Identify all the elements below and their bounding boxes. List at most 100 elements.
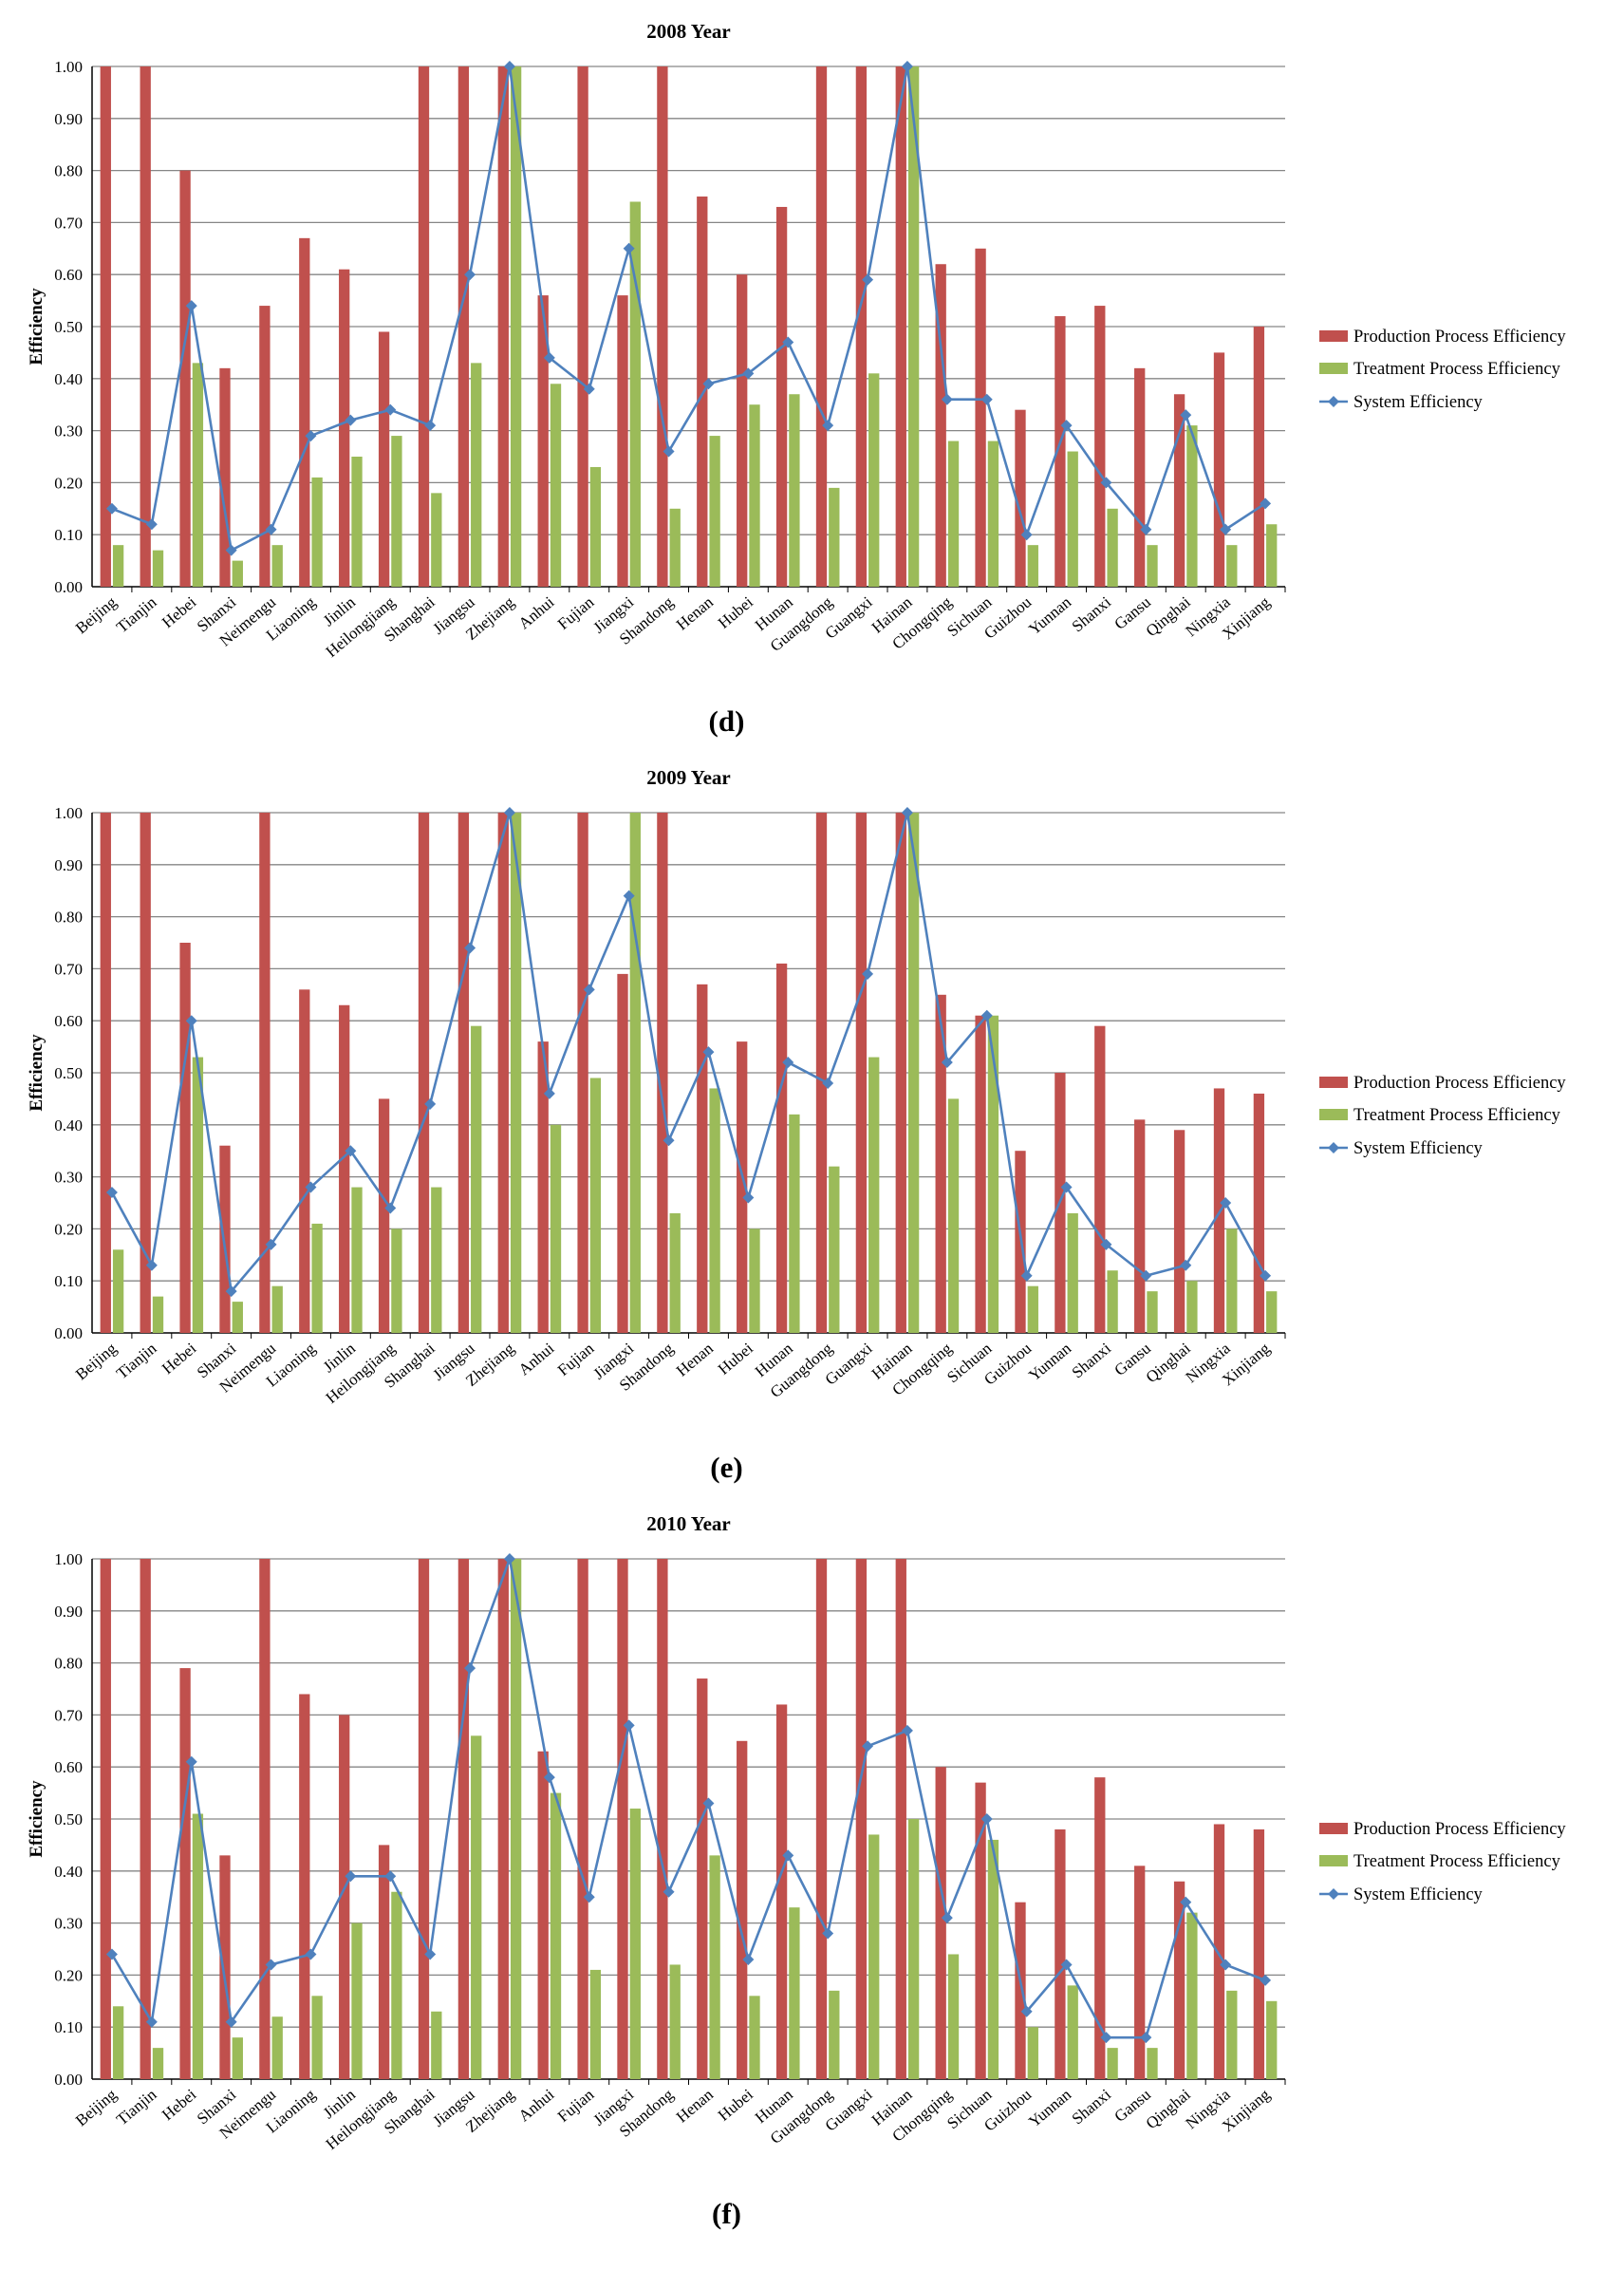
- bar-treatment-anhui: [550, 1792, 562, 2079]
- y-tick-label: 0.60: [54, 1758, 83, 1776]
- bar-production-anhui: [537, 1751, 549, 2079]
- bar-production-tianjin: [140, 1559, 151, 2079]
- bar-production-hebei: [179, 170, 191, 587]
- legend-swatch-production: [1319, 1077, 1348, 1088]
- bar-treatment-henan: [709, 436, 720, 587]
- bar-production-jiangsu: [457, 813, 470, 1333]
- x-tick-label: Shanxi: [1069, 1339, 1115, 1381]
- bar-production-hebei: [179, 1668, 191, 2079]
- bar-treatment-liaoning: [311, 477, 323, 587]
- y-axis-label: Efficiency: [27, 288, 47, 366]
- y-axis-label: Efficiency: [27, 1780, 47, 1858]
- system-point-hebei: [185, 1015, 197, 1027]
- bar-treatment-guangxi: [868, 373, 880, 587]
- system-point-guangdong: [822, 420, 834, 432]
- bar-production-neimengu: [259, 306, 271, 587]
- bar-treatment-anhui: [550, 1124, 562, 1333]
- legend-swatch-system-marker: [1328, 1888, 1339, 1900]
- bar-treatment-shandong: [669, 508, 681, 587]
- bar-production-fujian: [577, 1559, 588, 2079]
- x-tick-label: Tianjin: [113, 2085, 160, 2128]
- x-tick-label: Fujian: [554, 592, 598, 633]
- x-tick-label: Shanxi: [1069, 592, 1115, 635]
- system-point-yunnan: [1060, 1959, 1073, 1971]
- system-point-shandong: [663, 445, 675, 458]
- bar-treatment-gansu: [1147, 2048, 1158, 2079]
- system-point-hubei: [742, 1191, 755, 1204]
- bar-production-chongqing: [935, 264, 946, 587]
- y-tick-label: 0.60: [54, 266, 83, 284]
- x-tick-label: Tianjin: [113, 1339, 160, 1382]
- system-point-anhui: [543, 1772, 555, 1784]
- y-tick-label: 0.70: [54, 1706, 83, 1724]
- bar-production-guangxi: [855, 66, 868, 587]
- bar-treatment-yunnan: [1067, 1985, 1078, 2079]
- system-point-jiangxi: [623, 242, 635, 254]
- y-tick-label: 0.20: [54, 474, 83, 492]
- bar-treatment-chongqing: [947, 1098, 960, 1333]
- legend-label-production: Production Process Efficiency: [1353, 328, 1566, 347]
- system-point-hainan: [901, 61, 913, 72]
- y-tick-label: 0.70: [54, 960, 83, 978]
- bar-treatment-zhejiang: [510, 813, 522, 1333]
- x-tick-label: Hebei: [159, 2085, 200, 2124]
- bar-treatment-shanxi: [1107, 2048, 1118, 2079]
- system-point-jiangsu: [464, 1662, 476, 1675]
- bar-treatment-guangdong: [829, 487, 840, 587]
- bar-treatment-hubei: [749, 1996, 760, 2079]
- y-tick-label: 0.10: [54, 526, 83, 544]
- bar-treatment-sichuan: [987, 1839, 999, 2079]
- legend-label-production: Production Process Efficiency: [1353, 1074, 1566, 1093]
- system-point-neimengu: [265, 1238, 277, 1250]
- bar-treatment-neimengu: [271, 2016, 283, 2079]
- system-point-shanxi: [225, 2016, 237, 2028]
- system-point-shanghai: [424, 1097, 437, 1110]
- system-point-zhejiang: [503, 807, 515, 818]
- system-point-chongqing: [941, 1912, 953, 1924]
- system-point-yunnan: [1060, 1181, 1073, 1193]
- x-tick-label: Beijing: [72, 2085, 121, 2129]
- system-point-guizhou: [1020, 2005, 1033, 2017]
- x-tick-label: Yunnan: [1025, 2085, 1074, 2130]
- bar-treatment-beijing: [112, 545, 124, 587]
- y-tick-label: 0.90: [54, 856, 83, 874]
- bar-production-liaoning: [299, 237, 310, 587]
- system-point-neimengu: [265, 523, 277, 535]
- bar-treatment-hubei: [749, 1228, 760, 1333]
- bar-treatment-ningxia: [1226, 1990, 1238, 2079]
- system-point-hunan: [782, 1849, 794, 1862]
- x-tick-label: Qinghai: [1143, 2085, 1194, 2132]
- bar-treatment-neimengu: [271, 545, 283, 587]
- bar-treatment-sichuan: [987, 1015, 999, 1333]
- bar-treatment-qinghai: [1186, 1281, 1198, 1333]
- y-tick-label: 0.80: [54, 1655, 83, 1673]
- bar-treatment-zhejiang: [510, 1559, 522, 2079]
- system-point-chongqing: [941, 1057, 953, 1069]
- system-point-gansu: [1140, 523, 1152, 535]
- legend-label-system: System Efficiency: [1353, 1139, 1484, 1158]
- panel-caption: (d): [709, 704, 745, 738]
- bar-treatment-qinghai: [1186, 1912, 1198, 2079]
- system-point-hunan: [782, 1057, 794, 1069]
- y-tick-label: 1.00: [54, 804, 83, 822]
- y-tick-label: 0.90: [54, 110, 83, 128]
- bar-production-jiangxi: [617, 973, 628, 1333]
- y-tick-label: 0.20: [54, 1220, 83, 1238]
- system-point-shandong: [663, 1134, 675, 1147]
- system-point-gansu: [1140, 1269, 1152, 1282]
- system-efficiency-line: [110, 812, 1267, 1295]
- bar-production-yunnan: [1055, 316, 1066, 587]
- bar-treatment-guizhou: [1027, 1285, 1038, 1333]
- bar-treatment-fujian: [589, 1078, 602, 1333]
- bar-treatment-hunan: [789, 1114, 800, 1333]
- bar-production-shanxi: [1094, 1777, 1106, 2079]
- system-point-guangxi: [862, 967, 874, 980]
- bar-treatment-heilongjiang: [391, 1891, 402, 2079]
- bar-production-chongqing: [935, 994, 946, 1333]
- bar-production-shandong: [657, 813, 668, 1333]
- system-point-sichuan: [980, 393, 993, 405]
- bar-treatment-hebei: [192, 1057, 204, 1333]
- bar-production-beijing: [100, 1559, 111, 2079]
- bar-production-yunnan: [1055, 1828, 1066, 2079]
- bar-production-hunan: [775, 206, 788, 587]
